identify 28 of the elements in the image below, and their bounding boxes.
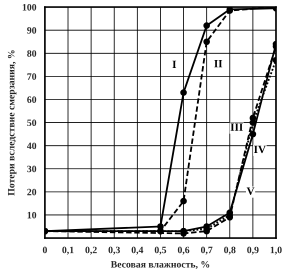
x-tick-label: 0,6 xyxy=(178,246,190,255)
x-tick-label: 1,0 xyxy=(270,246,282,255)
x-axis-title: Весовая влажность, % xyxy=(110,261,210,270)
y-tick-label: 70 xyxy=(27,73,36,80)
series-label: IV xyxy=(254,146,266,154)
y-tick-label: 30 xyxy=(27,166,36,172)
series-label: III xyxy=(230,124,243,131)
y-tick-label: 40 xyxy=(26,142,36,150)
y-tick-label: 20 xyxy=(27,188,36,196)
x-tick-label: 0,5 xyxy=(154,246,166,255)
y-tick-label: 80 xyxy=(27,50,36,57)
series-label: I xyxy=(172,60,176,68)
x-tick-label: 0,7 xyxy=(200,246,213,255)
series-label: II xyxy=(214,60,222,68)
y-tick-label: 50 xyxy=(27,119,36,126)
x-tick-label: 0,2 xyxy=(85,246,97,255)
y-tick-label: 10 xyxy=(28,212,36,218)
x-tick-label: 0,9 xyxy=(247,246,259,255)
y-axis-title: Потери вследствие смерзания, % xyxy=(8,50,16,196)
y-tick-label: 90 xyxy=(27,27,36,34)
y-tick-label: 60 xyxy=(27,96,36,103)
x-tick-label: 0,4 xyxy=(132,246,144,255)
series-label: V xyxy=(246,187,254,195)
x-tick-label: 0,8 xyxy=(224,246,236,255)
x-tick-label: 0,1 xyxy=(62,246,74,255)
x-tick-label: 0,3 xyxy=(108,246,120,255)
x-tick-label: 0 xyxy=(42,246,47,254)
y-tick-label: 100 xyxy=(22,4,36,11)
